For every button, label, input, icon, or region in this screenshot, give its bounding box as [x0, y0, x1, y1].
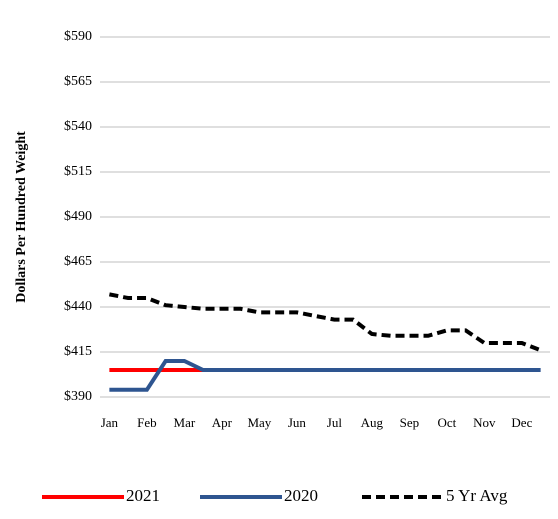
x-tick-label: Jan: [101, 415, 119, 430]
y-tick-label: $590: [64, 29, 92, 44]
y-tick-label: $465: [64, 254, 92, 269]
x-tick-label: Aug: [361, 415, 384, 430]
y-tick-label: $540: [64, 119, 92, 134]
x-tick-label: Dec: [511, 415, 532, 430]
y-tick-label: $565: [64, 74, 92, 89]
legend-label: 5 Yr Avg: [446, 486, 508, 505]
legend-label: 2021: [126, 486, 160, 505]
y-tick-label: $515: [64, 164, 92, 179]
y-tick-label: $440: [64, 299, 92, 314]
x-tick-label: Jul: [327, 415, 343, 430]
series-line: [108, 292, 542, 353]
y-axis-title: Dollars Per Hundred Weight: [14, 131, 29, 303]
series-line: [109, 359, 541, 392]
x-tick-label: Nov: [473, 415, 496, 430]
y-tick-label: $390: [64, 389, 92, 404]
legend-label: 2020: [284, 486, 318, 505]
x-tick-label: Jun: [288, 415, 307, 430]
y-tick-label: $490: [64, 209, 92, 224]
x-tick-label: Apr: [212, 415, 233, 430]
x-tick-label: Oct: [437, 415, 456, 430]
x-tick-label: Mar: [174, 415, 196, 430]
x-tick-label: Sep: [400, 415, 420, 430]
y-tick-label: $415: [64, 344, 92, 359]
x-tick-label: May: [247, 415, 271, 430]
x-tick-label: Feb: [137, 415, 157, 430]
